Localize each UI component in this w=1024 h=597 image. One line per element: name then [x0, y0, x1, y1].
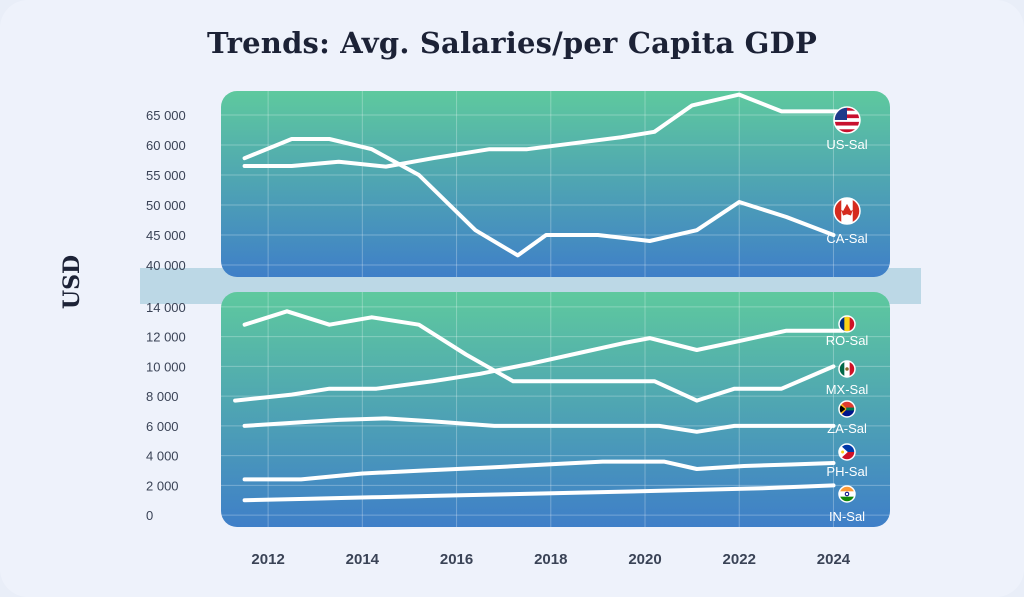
x-tick-label: 2018 [534, 551, 567, 568]
series-label-ph-sal: PH-Sal [826, 464, 867, 479]
y-tick-label: 40 000 [146, 258, 186, 273]
x-tick-label: 2024 [817, 551, 851, 568]
x-tick-label: 2020 [628, 551, 661, 568]
series-line-ro-sal [233, 328, 845, 403]
series-line-mx-sal [242, 309, 836, 403]
y-tick-label: 14 000 [146, 300, 186, 315]
series-label-ro-sal: RO-Sal [826, 333, 869, 348]
series-line-in-sal [242, 483, 836, 503]
x-tick-label: 2022 [723, 551, 756, 568]
plot-panel-upper [221, 91, 890, 277]
y-tick-label: 0 [146, 508, 153, 523]
ca-flag-icon [833, 197, 861, 225]
chart-title: Trends: Avg. Salaries/per Capita GDP [206, 26, 817, 60]
panel-content-lower [221, 292, 890, 527]
za-flag-icon [838, 400, 856, 418]
ph-flag-icon [838, 443, 856, 461]
panel-content-upper [221, 91, 890, 277]
series-label-ca-sal: CA-Sal [826, 231, 867, 246]
y-tick-label: 45 000 [146, 228, 186, 243]
series-label-mx-sal: MX-Sal [826, 382, 869, 397]
y-tick-label: 55 000 [146, 168, 186, 183]
series-label-za-sal: ZA-Sal [827, 421, 867, 436]
series-line-za-sal [242, 416, 836, 434]
series-line-us-sal [242, 92, 845, 169]
x-tick-label: 2012 [251, 551, 284, 568]
y-tick-label: 65 000 [146, 108, 186, 123]
series-label-us-sal: US-Sal [826, 137, 867, 152]
y-tick-label: 10 000 [146, 359, 186, 374]
us-flag-icon [833, 106, 861, 134]
series-label-in-sal: IN-Sal [829, 509, 865, 524]
y-tick-label: 2 000 [146, 478, 179, 493]
y-tick-label: 4 000 [146, 449, 179, 464]
y-tick-label: 12 000 [146, 330, 186, 345]
y-tick-label: 6 000 [146, 419, 179, 434]
y-tick-label: 50 000 [146, 198, 186, 213]
series-line-ph-sal [242, 459, 836, 482]
mx-flag-icon [838, 360, 856, 378]
y-tick-label: 60 000 [146, 138, 186, 153]
in-flag-icon [838, 485, 856, 503]
series-line-ca-sal [242, 137, 836, 258]
ro-flag-icon [838, 315, 856, 333]
y-tick-label: 8 000 [146, 389, 179, 404]
x-tick-label: 2014 [346, 551, 380, 568]
x-tick-label: 2016 [440, 551, 473, 568]
